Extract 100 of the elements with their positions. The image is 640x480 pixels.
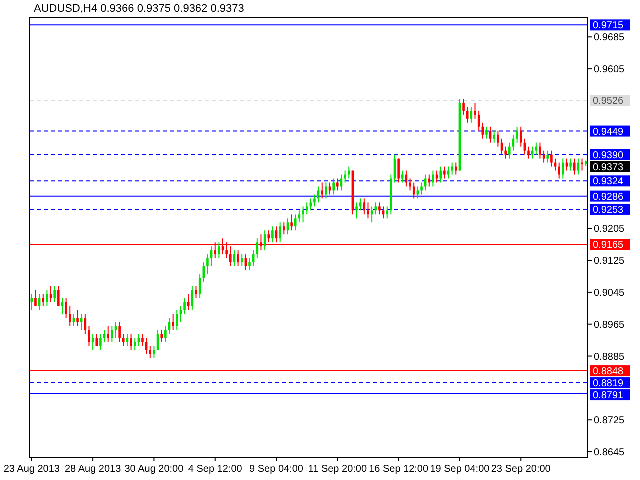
candlestick	[432, 170, 434, 188]
candlestick	[409, 178, 412, 192]
y-tick-label: 0.9205	[594, 224, 626, 236]
candlestick	[539, 142, 542, 160]
candlestick	[516, 126, 518, 144]
candlestick	[237, 250, 240, 268]
candlestick	[332, 178, 335, 196]
candlestick	[321, 182, 324, 200]
candlestick	[42, 294, 45, 307]
candlestick	[290, 214, 293, 232]
candlestick	[314, 194, 316, 208]
candlestick	[206, 254, 209, 275]
ref-line-label: 0.9449	[593, 126, 624, 138]
candlestick	[279, 222, 282, 244]
candlestick	[401, 170, 404, 184]
y-tick-label: 0.8725	[594, 416, 626, 427]
y-tick-label: 0.8965	[594, 320, 626, 331]
y-tick-label: 0.9045	[594, 288, 626, 299]
candlestick	[462, 98, 465, 116]
candlestick	[520, 126, 522, 148]
candlestick	[378, 202, 381, 216]
candlestick	[100, 334, 102, 351]
candlestick	[172, 314, 174, 331]
ref-line-label: 0.9390	[593, 150, 624, 162]
candlestick	[454, 162, 458, 176]
candlestick	[240, 254, 244, 268]
candlestick	[88, 326, 90, 347]
ref-line-label: 0.8791	[593, 390, 624, 402]
candlestick	[46, 290, 48, 307]
candlestick	[440, 166, 442, 184]
ref-line-label: 0.9286	[593, 192, 624, 203]
candlestick	[336, 178, 339, 192]
candlestick	[374, 202, 378, 216]
ref-line-label: 0.9253	[593, 204, 624, 216]
candlestick	[176, 310, 178, 331]
candlestick	[398, 158, 400, 184]
candlestick	[474, 102, 476, 120]
candlestick	[570, 158, 572, 172]
candlestick	[218, 242, 220, 260]
candlestick	[528, 146, 530, 160]
x-tick-label: 16 Sep 12:00	[369, 464, 429, 475]
candlestick	[184, 298, 186, 315]
ref-line-label: 0.9715	[593, 20, 624, 32]
candlestick	[420, 182, 423, 196]
candlestick	[550, 150, 553, 168]
ref-line-label: 0.8848	[593, 366, 624, 378]
candlestick	[96, 334, 98, 347]
candlestick	[386, 206, 388, 220]
candlestick	[122, 334, 125, 347]
y-tick-label: 0.9125	[594, 256, 626, 268]
ref-line-label: 0.9526	[593, 96, 624, 108]
x-tick-label: 30 Aug 20:00	[124, 464, 184, 475]
y-tick-label: 0.9605	[594, 64, 626, 76]
x-tick-label: 28 Aug 2013	[64, 464, 122, 475]
candlestick	[107, 326, 110, 343]
candlestick	[486, 126, 488, 140]
ref-line-label: 0.9165	[593, 240, 624, 252]
candlestick	[283, 222, 286, 236]
candlestick	[149, 346, 152, 359]
y-tick-label: 0.8885	[594, 352, 626, 363]
x-tick-label: 23 Aug 2013	[4, 464, 60, 475]
candlestick	[348, 166, 350, 180]
candlestick	[164, 326, 167, 343]
candlestick	[356, 202, 358, 220]
candlestick	[451, 162, 454, 176]
x-tick-label: 9 Sep 04:00	[250, 464, 304, 475]
candlestick	[367, 202, 370, 220]
candlestick	[130, 334, 132, 351]
candlestick	[493, 130, 496, 144]
candlestick	[160, 330, 164, 343]
ref-line-label: 0.8819	[593, 378, 624, 390]
candlestick	[111, 326, 114, 343]
chart-title: AUDUSD,H4 0.9366 0.9375 0.9362 0.9373	[34, 3, 244, 15]
candlestick	[558, 162, 560, 180]
candlestick	[76, 310, 79, 327]
candlestick	[497, 130, 500, 148]
candlestick	[546, 150, 550, 164]
candlestick	[504, 146, 507, 160]
candlestick	[272, 226, 274, 244]
candlestick	[466, 106, 469, 124]
candlestick	[444, 166, 446, 180]
candlestick	[248, 258, 251, 272]
x-tick-label: 4 Sep 12:00	[188, 464, 243, 475]
candlestick	[325, 182, 328, 200]
y-tick-label: 0.8645	[594, 448, 626, 459]
ref-line-label: 0.9324	[593, 176, 624, 188]
candlestick	[58, 286, 60, 307]
candlestick	[34, 290, 37, 307]
x-tick-label: 23 Sep 20:00	[491, 464, 552, 475]
candlestick	[573, 158, 576, 176]
candlestick	[302, 206, 304, 224]
text: 0.9373	[593, 162, 624, 174]
candlestick	[187, 294, 190, 311]
candlestick	[508, 142, 511, 160]
x-tick-label: 11 Sep 20:00	[308, 464, 368, 475]
candlestick	[142, 334, 144, 347]
candlestick	[54, 286, 56, 303]
candlestick	[294, 214, 297, 232]
candlestick	[562, 158, 564, 180]
y-tick-label: 0.9685	[594, 32, 626, 44]
